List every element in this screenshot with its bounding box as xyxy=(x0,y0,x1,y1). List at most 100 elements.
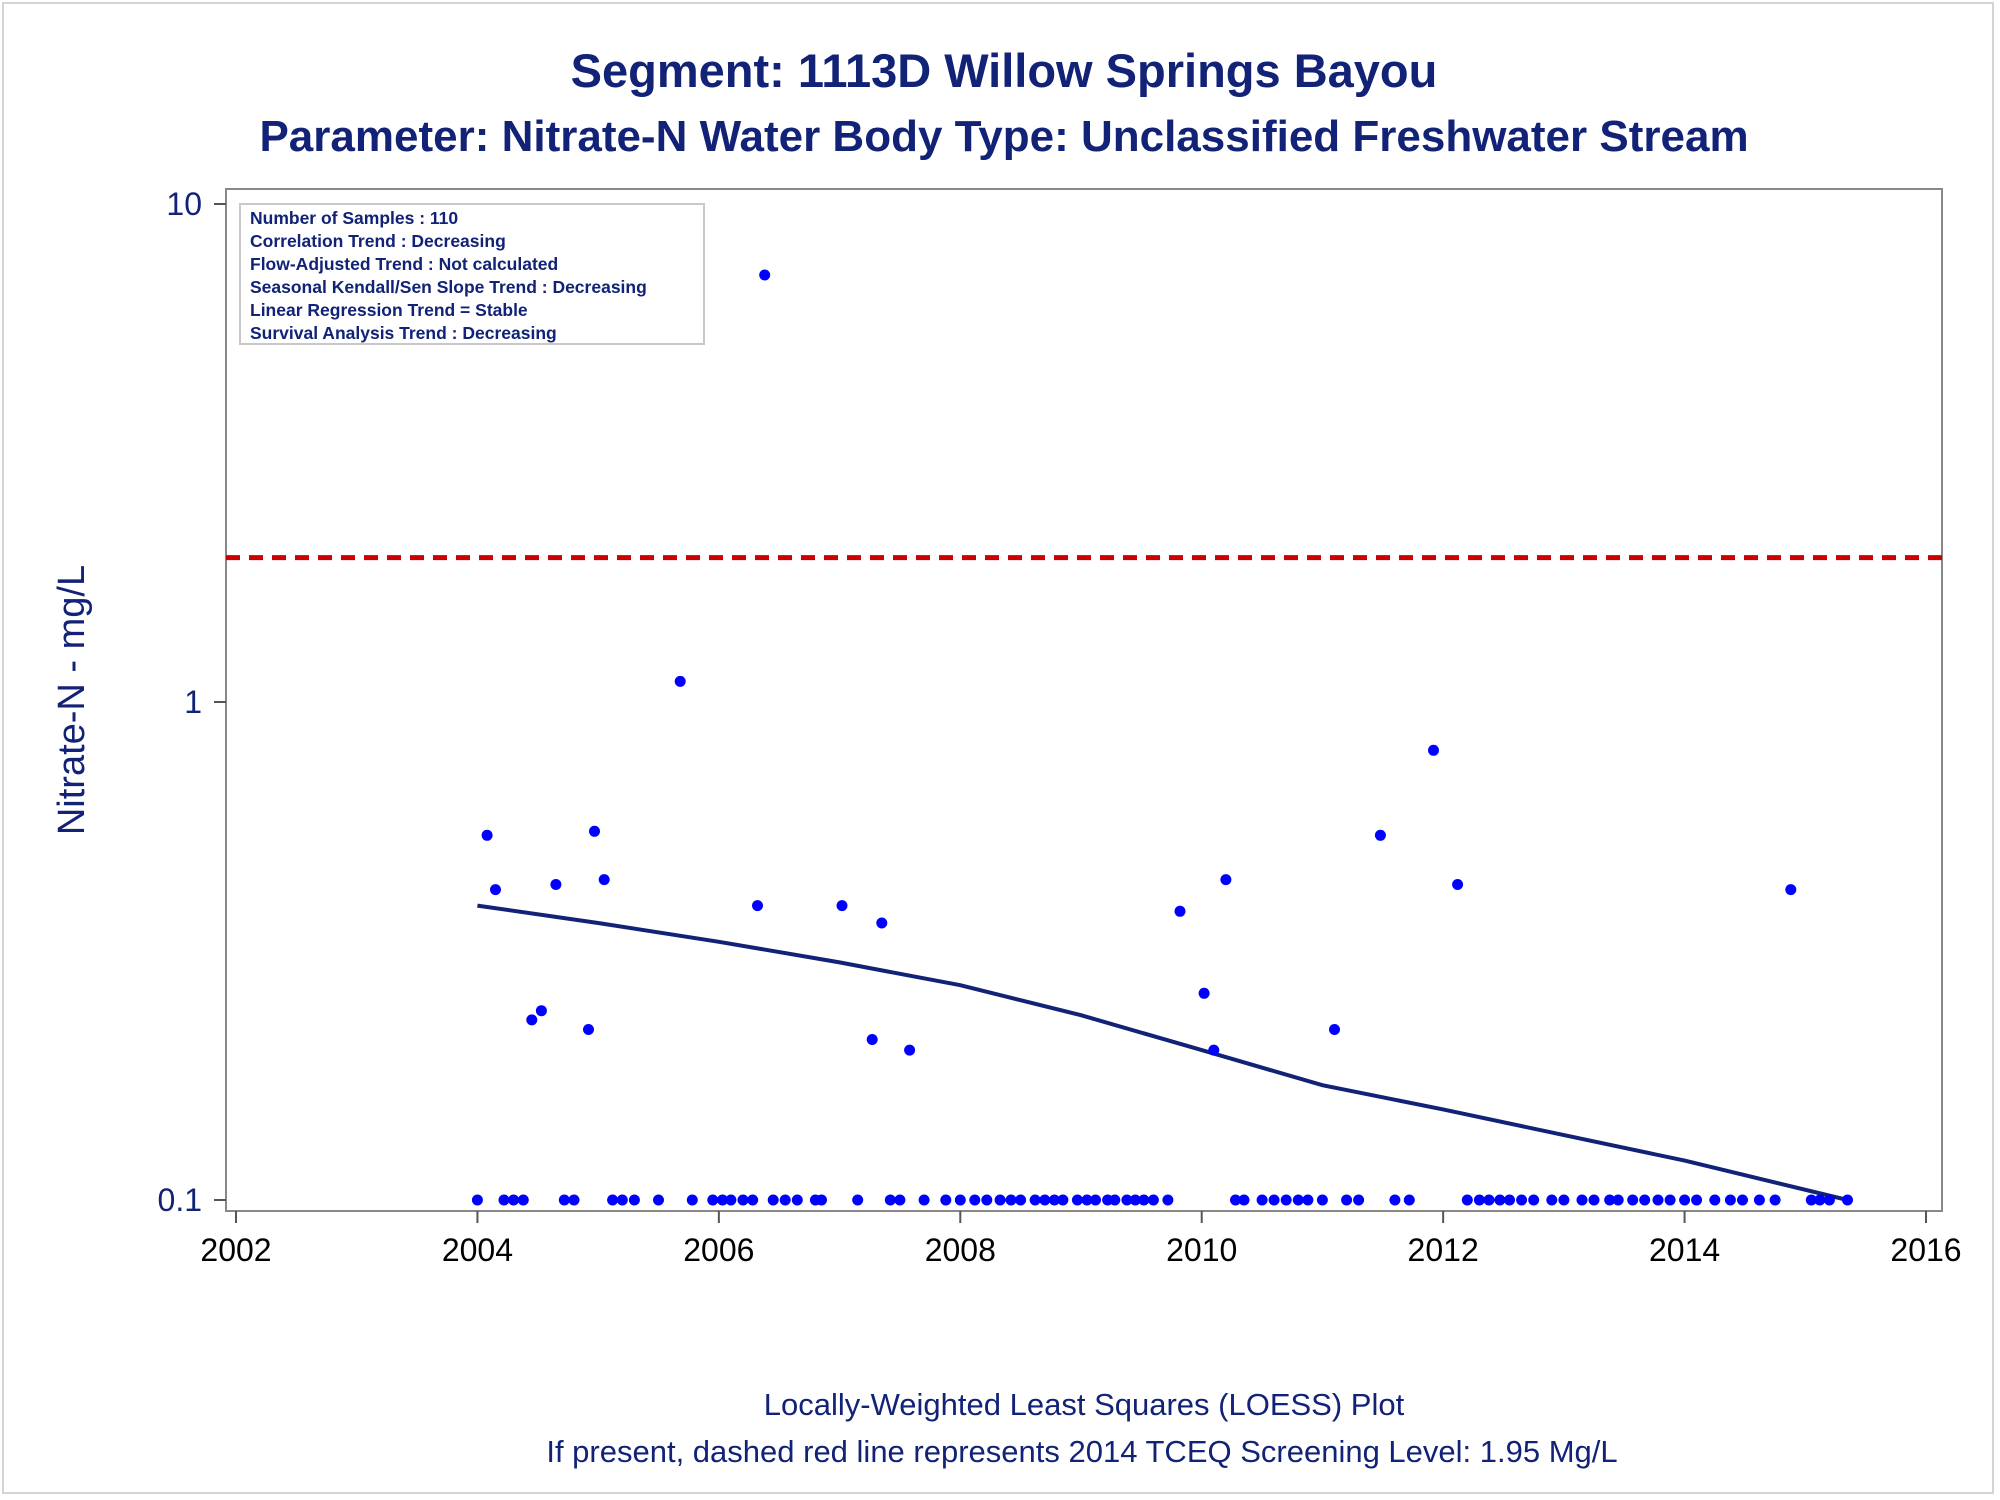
data-point xyxy=(550,879,562,890)
data-point xyxy=(1823,1194,1835,1206)
data-point xyxy=(1162,1194,1174,1206)
data-point xyxy=(535,1005,547,1017)
data-point xyxy=(737,1194,749,1206)
data-point xyxy=(791,1194,803,1206)
data-point xyxy=(1516,1194,1528,1206)
data-point xyxy=(1403,1194,1415,1206)
data-point xyxy=(1230,1194,1241,1206)
data-point xyxy=(589,825,600,837)
data-point xyxy=(1198,987,1210,999)
info-line-linear-regression: Linear Regression Trend = Stable xyxy=(250,300,528,320)
x-tick-label: 2002 xyxy=(200,1232,271,1268)
data-point xyxy=(1737,1194,1748,1206)
data-point xyxy=(779,1194,791,1206)
data-point xyxy=(1015,1194,1027,1206)
data-point xyxy=(1129,1194,1141,1206)
loess-line xyxy=(477,903,1848,1202)
data-point xyxy=(1292,1194,1304,1206)
data-point xyxy=(1576,1194,1588,1206)
y-tick-label: 0.1 xyxy=(158,1182,202,1218)
info-line-samples: Number of Samples : 110 xyxy=(250,208,458,228)
data-point xyxy=(526,1014,538,1026)
data-point xyxy=(1256,1194,1268,1206)
data-point xyxy=(686,1194,698,1206)
data-point xyxy=(904,1044,916,1056)
x-tick-label: 2008 xyxy=(925,1232,996,1268)
data-point xyxy=(981,1194,993,1206)
x-tick-label: 2012 xyxy=(1408,1232,1479,1268)
data-point xyxy=(568,1194,580,1206)
data-point xyxy=(954,1194,966,1206)
data-point xyxy=(628,1194,640,1206)
data-point xyxy=(1483,1194,1495,1206)
data-point xyxy=(508,1194,520,1206)
footnote-loess: Locally-Weighted Least Squares (LOESS) P… xyxy=(764,1387,1405,1422)
footnote-screening-level: If present, dashed red line represents 2… xyxy=(546,1434,1617,1469)
data-point xyxy=(1805,1194,1817,1206)
data-point xyxy=(852,1194,864,1206)
data-point xyxy=(1785,884,1797,896)
chart-title: Segment: 1113D Willow Springs Bayou xyxy=(571,44,1438,97)
data-point xyxy=(1121,1194,1133,1206)
data-point xyxy=(1428,744,1439,756)
data-point xyxy=(1220,874,1232,886)
data-point xyxy=(583,1024,594,1035)
y-tick-label: 1 xyxy=(184,684,202,720)
plot-area xyxy=(225,188,1943,1212)
x-tick-label: 2006 xyxy=(683,1232,754,1268)
data-point xyxy=(1208,1044,1220,1056)
data-point xyxy=(940,1194,952,1206)
data-point xyxy=(1238,1194,1250,1206)
data-point xyxy=(674,675,686,687)
data-point xyxy=(759,269,771,281)
data-point xyxy=(1504,1194,1515,1206)
data-point xyxy=(836,900,848,912)
data-point xyxy=(1341,1194,1353,1206)
x-tick-label: 2014 xyxy=(1649,1232,1720,1268)
data-point xyxy=(481,829,493,841)
y-axis: 0.1 1 10 xyxy=(158,186,226,1218)
data-point xyxy=(1174,905,1186,917)
data-point xyxy=(1268,1194,1280,1206)
data-point xyxy=(717,1194,728,1206)
data-point xyxy=(866,1034,878,1045)
info-box-frame xyxy=(239,203,705,345)
data-point xyxy=(1057,1194,1069,1206)
y-tick-label: 10 xyxy=(166,186,202,222)
data-point xyxy=(1109,1194,1121,1206)
data-point xyxy=(1302,1194,1314,1206)
data-point xyxy=(884,1194,896,1206)
data-point xyxy=(1389,1194,1401,1206)
data-point xyxy=(1090,1194,1101,1206)
data-point xyxy=(1769,1194,1781,1206)
data-point xyxy=(1604,1194,1616,1206)
data-point xyxy=(616,1194,628,1206)
data-point xyxy=(1473,1194,1485,1206)
data-point xyxy=(1138,1194,1150,1206)
y-axis-title: Nitrate-N - mg/L xyxy=(51,565,93,835)
chart-subtitle: Parameter: Nitrate-N Water Body Type: Un… xyxy=(259,112,1748,161)
data-point xyxy=(598,874,610,886)
data-point xyxy=(517,1194,529,1206)
info-line-survival: Survival Analysis Trend : Decreasing xyxy=(250,323,557,343)
data-point xyxy=(767,1194,779,1206)
data-point xyxy=(1652,1194,1664,1206)
data-point xyxy=(1842,1194,1853,1206)
data-point xyxy=(498,1194,510,1206)
x-tick-label: 2016 xyxy=(1890,1232,1961,1268)
data-point xyxy=(1374,829,1386,841)
data-point xyxy=(1724,1194,1736,1206)
data-point xyxy=(1329,1024,1340,1035)
data-point xyxy=(1814,1194,1826,1206)
data-point xyxy=(490,884,501,896)
data-point xyxy=(1353,1194,1365,1206)
data-point xyxy=(752,900,763,912)
data-point xyxy=(1753,1194,1765,1206)
data-point xyxy=(1664,1194,1676,1206)
data-point xyxy=(969,1194,981,1206)
data-point xyxy=(1029,1194,1041,1206)
data-point xyxy=(707,1194,719,1206)
data-point xyxy=(607,1194,619,1206)
x-tick-label: 2004 xyxy=(442,1232,513,1268)
